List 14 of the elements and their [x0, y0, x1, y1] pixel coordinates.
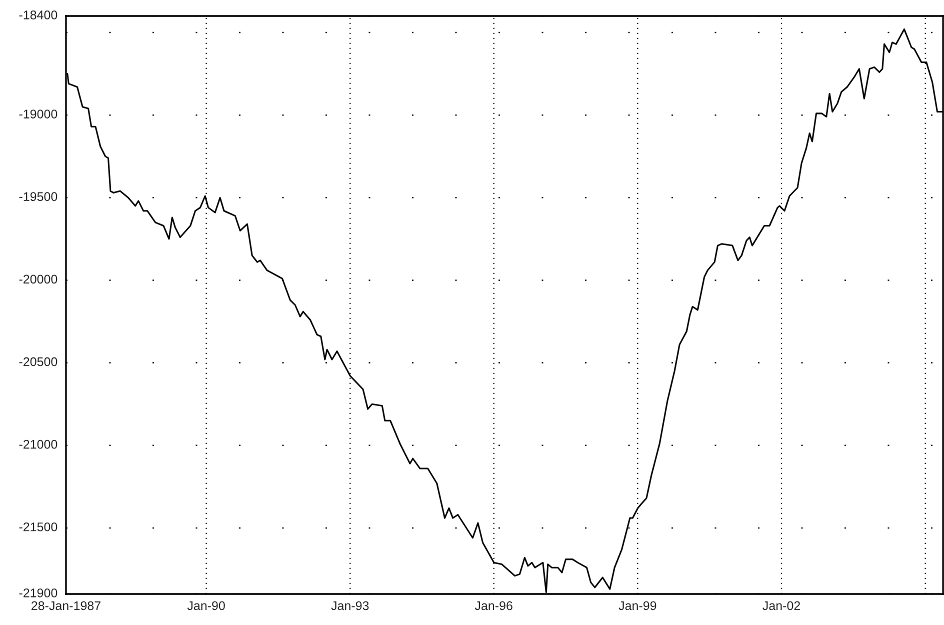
x-tick-label: Jan-93	[331, 601, 369, 610]
y-tick-label: -21000	[19, 440, 58, 449]
x-tick-label: Jan-90	[187, 601, 225, 610]
y-tick-label: -21900	[19, 588, 58, 598]
y-tick-label: -20000	[19, 274, 58, 284]
y-tick-label: -19500	[19, 192, 58, 202]
x-tick-label: Jan-02	[762, 601, 800, 610]
y-tick-label: -21500	[19, 522, 58, 532]
y-tick-label: -18400	[19, 10, 58, 20]
y-tick-label: -20500	[19, 357, 58, 366]
x-tick-label: Jan-99	[618, 601, 656, 610]
x-tick-label: 28-Jan-1987	[32, 601, 100, 610]
y-tick-label: -19000	[19, 110, 58, 118]
x-tick-label: Jan-96	[474, 601, 512, 610]
